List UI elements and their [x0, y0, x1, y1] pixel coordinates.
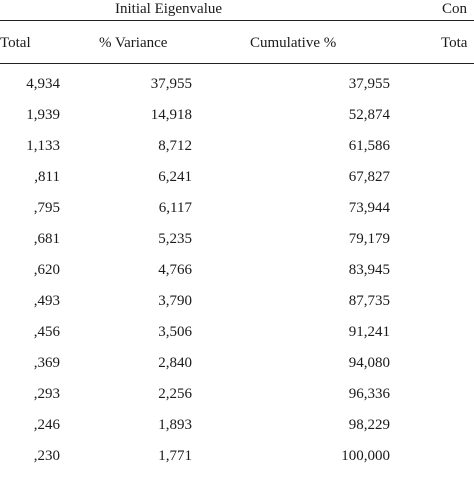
table-row: ,230 1,771 100,000	[0, 446, 474, 477]
cell-total: ,369	[33, 355, 60, 371]
cell-cumulative: 94,080	[348, 355, 390, 371]
cell-variance: 4,766	[158, 262, 192, 278]
cell-cumulative: 91,241	[348, 324, 390, 340]
cell-total: ,681	[33, 231, 60, 247]
table-row: ,681 5,235 79,179	[0, 229, 474, 260]
table-row: ,456 3,506 91,241	[0, 322, 474, 353]
table-row: ,493 3,790 87,735	[0, 291, 474, 322]
cell-variance: 3,506	[158, 324, 192, 340]
cell-total: 1,939	[26, 107, 60, 123]
cell-cumulative: 37,955	[348, 76, 390, 92]
cell-variance: 8,712	[158, 138, 192, 154]
cell-cumulative: 100,000	[341, 448, 390, 464]
table-row: 1,133 8,712 61,586	[0, 136, 474, 167]
cell-total: ,795	[33, 200, 60, 216]
table-row: ,811 6,241 67,827	[0, 167, 474, 198]
cell-total: ,493	[33, 293, 60, 309]
cell-variance: 1,893	[158, 417, 192, 433]
cell-total: ,230	[33, 448, 60, 464]
cell-cumulative: 79,179	[348, 231, 390, 247]
cell-cumulative: 83,945	[348, 262, 390, 278]
group-header-extraction: Con	[442, 1, 468, 17]
cell-cumulative: 67,827	[348, 169, 390, 185]
cell-variance: 6,117	[158, 200, 192, 216]
cell-variance: 6,241	[158, 169, 192, 185]
cell-cumulative: 87,735	[348, 293, 390, 309]
cell-cumulative: 98,229	[348, 417, 390, 433]
group-header-initial-eigenvalue: Initial Eigenvalue	[115, 1, 223, 17]
table-row: ,620 4,766 83,945	[0, 260, 474, 291]
table-row: 4,934 37,955 37,955	[0, 74, 474, 105]
cell-variance: 2,256	[158, 386, 192, 402]
table-row: ,293 2,256 96,336	[0, 384, 474, 415]
cell-variance: 37,955	[150, 76, 192, 92]
cell-total: ,456	[33, 324, 60, 340]
cell-cumulative: 52,874	[348, 107, 390, 123]
cell-cumulative: 73,944	[348, 200, 390, 216]
cell-variance: 2,840	[158, 355, 192, 371]
cell-variance: 3,790	[158, 293, 192, 309]
column-header-row: Total % Variance Cumulative % Tota	[0, 33, 474, 53]
top-rule	[0, 20, 474, 21]
header-rule	[0, 63, 474, 64]
cell-cumulative: 96,336	[348, 386, 390, 402]
column-header-total: Total	[0, 35, 31, 51]
table-row: 1,939 14,918 52,874	[0, 105, 474, 136]
cell-cumulative: 61,586	[348, 138, 390, 154]
table-row: ,246 1,893 98,229	[0, 415, 474, 446]
cell-total: ,293	[33, 386, 60, 402]
cell-total: 4,934	[26, 76, 60, 92]
column-header-total-extraction: Tota	[441, 35, 468, 51]
table-body: 4,934 37,955 37,955 1,939 14,918 52,874 1,133 8…	[0, 74, 474, 477]
cell-total: ,246	[33, 417, 60, 433]
cell-total: ,811	[34, 169, 60, 185]
cell-total: 1,133	[26, 138, 60, 154]
table-row: ,795 6,117 73,944	[0, 198, 474, 229]
cell-variance: 14,918	[150, 107, 192, 123]
cell-variance: 5,235	[158, 231, 192, 247]
cell-total: ,620	[33, 262, 60, 278]
cell-variance: 1,771	[158, 448, 192, 464]
table-row: ,369 2,840 94,080	[0, 353, 474, 384]
column-header-variance: % Variance	[99, 35, 168, 51]
column-header-cumulative: Cumulative %	[250, 35, 337, 51]
